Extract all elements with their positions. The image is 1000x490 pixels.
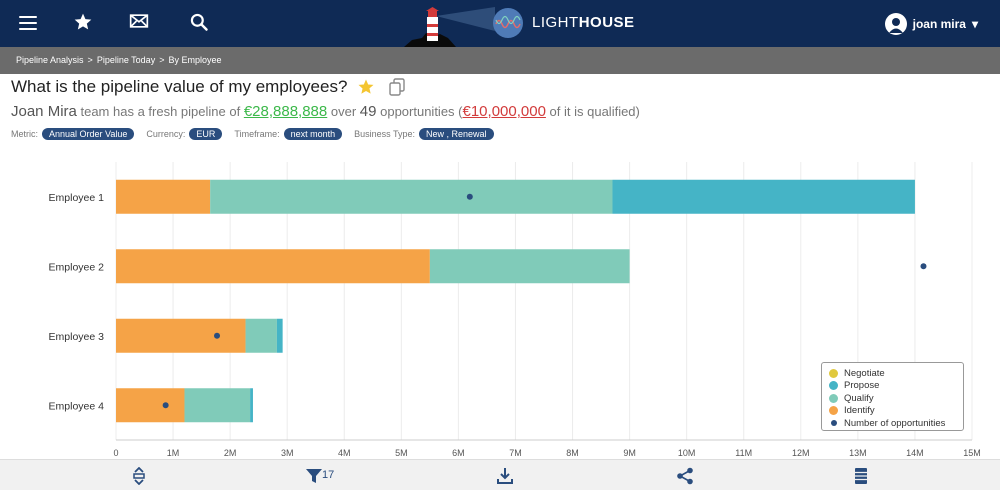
summary-text: of it is qualified) — [549, 104, 640, 119]
x-tick-label: 5M — [395, 448, 408, 458]
summary-text: over — [330, 104, 357, 119]
filter-pill-currency[interactable]: EUR — [189, 128, 223, 140]
breadcrumb-item-pipeline-analysis[interactable]: Pipeline Analysis — [16, 55, 84, 65]
breadcrumb-bar: Pipeline Analysis > Pipeline Today > By … — [0, 47, 1000, 74]
legend-swatch — [829, 393, 838, 403]
breadcrumb-separator: > — [159, 55, 165, 65]
chevron-down-icon: ▾ — [971, 17, 978, 31]
brand-name: LIGHTHOUSE — [532, 14, 635, 31]
breadcrumb-item-by-employee: By Employee — [168, 55, 222, 65]
pipeline-summary: Joan Mira team has a fresh pipeline of €… — [11, 103, 640, 120]
favorites-star-icon[interactable] — [73, 12, 95, 34]
legend-swatch — [830, 420, 837, 427]
legend-label: Qualify — [844, 392, 874, 404]
x-tick-label: 10M — [678, 448, 696, 458]
copy-icon[interactable] — [389, 78, 406, 96]
breadcrumb: Pipeline Analysis > Pipeline Today > By … — [16, 55, 222, 65]
bar-segment-propose — [276, 318, 283, 353]
filter-label-metric: Metric: — [11, 129, 38, 139]
user-avatar-icon — [884, 13, 907, 35]
x-tick-label: 11M — [735, 448, 752, 458]
breadcrumb-item-pipeline-today[interactable]: Pipeline Today — [96, 55, 156, 65]
pipeline-value-link[interactable]: €28,888,888 — [243, 103, 328, 120]
legend-item[interactable]: Negotiate — [829, 367, 956, 380]
legend-swatch — [829, 381, 838, 391]
chart-legend: Negotiate Propose Qualify Identify Number of… — [821, 362, 964, 431]
user-name: joan mira — [912, 17, 966, 31]
bar-segment-qualify — [429, 249, 630, 284]
data-table-icon[interactable] — [852, 467, 870, 485]
bar-segment-propose — [612, 179, 915, 214]
legend-swatch — [829, 406, 838, 416]
bar-segment-qualify — [210, 179, 613, 214]
summary-user-name: Joan Mira — [11, 103, 77, 120]
summary-text: team has a fresh pipeline of — [80, 104, 241, 119]
y-category-label: Employee 3 — [49, 331, 105, 343]
opportunity-count-marker — [466, 193, 473, 200]
legend-label: Identify — [844, 405, 875, 417]
menu-icon[interactable] — [18, 12, 40, 34]
bar-segment-propose — [250, 388, 253, 423]
filter-tags: Metric: Annual Order Value Currency: EUR… — [11, 128, 506, 140]
y-category-label: Employee 4 — [49, 400, 105, 412]
filter-pill-business-type[interactable]: New , Renewal — [419, 128, 494, 140]
filter-pill-metric[interactable]: Annual Order Value — [42, 128, 135, 140]
x-tick-label: 6M — [452, 448, 465, 458]
legend-item[interactable]: Propose — [829, 380, 956, 393]
breadcrumb-separator: > — [87, 55, 93, 65]
x-tick-label: 0 — [113, 448, 118, 458]
opportunity-count-marker — [162, 402, 169, 409]
bar-segment-identify — [116, 179, 211, 214]
legend-swatch — [829, 368, 838, 378]
bar-segment-qualify — [245, 318, 277, 353]
y-category-label: Employee 2 — [49, 261, 105, 273]
x-tick-label: 4M — [338, 448, 351, 458]
legend-item[interactable]: Number of opportunities — [829, 417, 956, 430]
x-tick-label: 13M — [849, 448, 867, 458]
x-tick-label: 14M — [906, 448, 924, 458]
bar-segment-identify — [116, 249, 430, 284]
opportunity-count-marker — [214, 332, 221, 339]
filter-count-badge: 17 — [322, 469, 335, 481]
legend-item[interactable]: Qualify — [829, 392, 956, 405]
x-tick-label: 8M — [566, 448, 579, 458]
qualified-value-link[interactable]: €10,000,000 — [462, 103, 546, 120]
top-navigation-bar: LIGHTHOUSE joan mira ▾ — [0, 0, 1000, 47]
user-menu[interactable]: joan mira ▾ — [884, 12, 978, 36]
pipeline-bar-chart: 0 1M 2M 3M 4M 5M 6M 7M 8M 9M 10M 11M 12M 13M 14M 15M Emp… — [49, 162, 981, 458]
bar-segment-identify — [116, 318, 246, 353]
share-icon[interactable] — [676, 467, 694, 485]
opportunity-count: 49 — [359, 103, 377, 120]
filter-icon[interactable] — [305, 467, 323, 485]
filter-label-timeframe: Timeframe: — [234, 129, 280, 139]
y-category-label: Employee 1 — [49, 192, 105, 204]
filter-label-currency: Currency: — [146, 129, 186, 139]
filter-label-business-type: Business Type: — [354, 129, 415, 139]
search-icon[interactable] — [189, 12, 211, 34]
legend-label: Number of opportunities — [844, 417, 946, 429]
bar-segment-qualify — [184, 388, 251, 423]
mail-icon[interactable] — [129, 12, 151, 34]
x-tick-label: 12M — [792, 448, 810, 458]
x-tick-label: 9M — [623, 448, 636, 458]
lighthouse-logo[interactable]: LIGHTHOUSE — [400, 0, 640, 47]
legend-label: Propose — [844, 380, 880, 392]
x-tick-label: 7M — [509, 448, 522, 458]
opportunity-count-marker — [920, 263, 927, 270]
x-tick-label: 15M — [963, 448, 981, 458]
expand-vertical-icon[interactable] — [130, 466, 148, 486]
page-title: What is the pipeline value of my employe… — [11, 77, 348, 96]
x-tick-label: 2M — [224, 448, 237, 458]
favorite-star-icon[interactable] — [357, 78, 375, 96]
x-tick-label: 3M — [281, 448, 294, 458]
filter-pill-timeframe[interactable]: next month — [283, 128, 343, 140]
page-header: What is the pipeline value of my employe… — [11, 77, 406, 97]
bar-segment-identify — [116, 388, 185, 423]
x-tick-label: 1M — [167, 448, 180, 458]
summary-text: opportunities ( — [380, 104, 463, 119]
legend-label: Negotiate — [844, 367, 885, 379]
download-icon[interactable] — [496, 467, 514, 485]
legend-item[interactable]: Identify — [829, 405, 956, 418]
bottom-toolbar: 17 — [0, 459, 1000, 490]
